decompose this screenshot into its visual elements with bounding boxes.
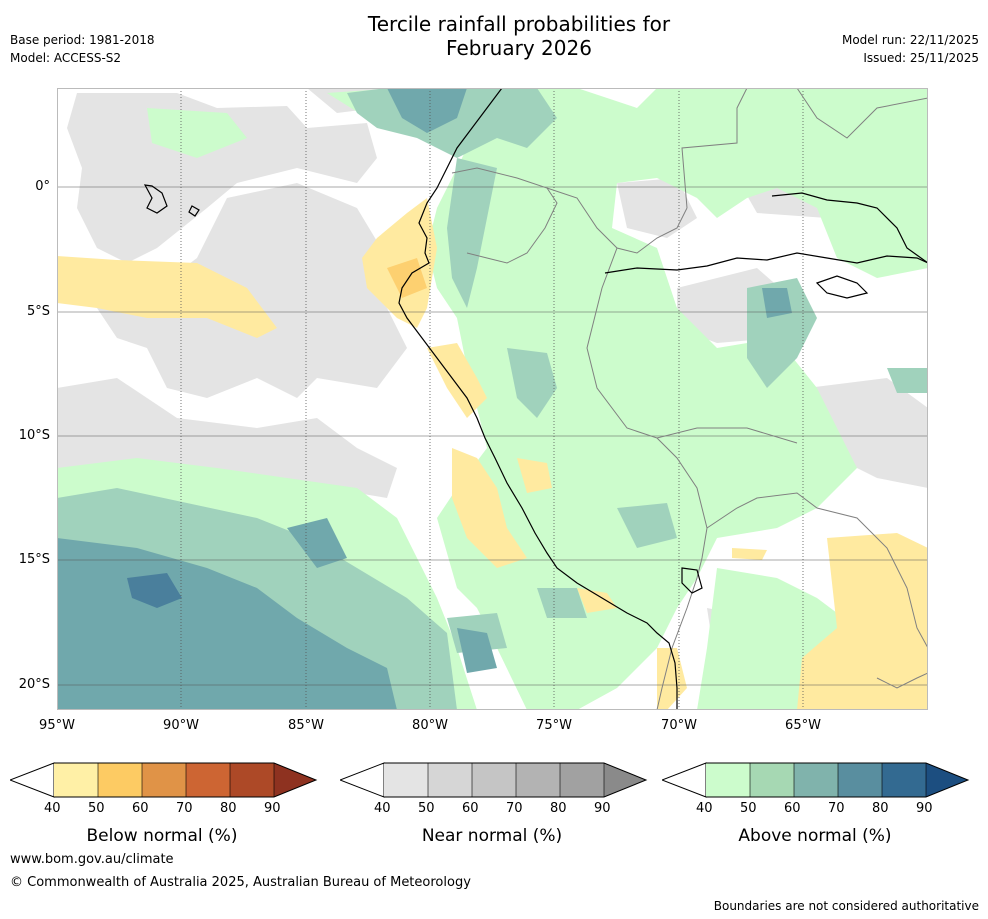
below-tick-50: 50 xyxy=(88,801,105,816)
near-swatch-60 xyxy=(428,763,472,797)
near-tick-80: 80 xyxy=(550,801,567,816)
below-tick-90: 90 xyxy=(264,801,281,816)
below-tick-60: 60 xyxy=(132,801,149,816)
above-tick-50: 50 xyxy=(740,801,757,816)
below-swatch-90 xyxy=(230,763,274,797)
lon-tick-85w: 85°W xyxy=(288,718,324,733)
near-normal-title: Near normal (%) xyxy=(421,826,563,846)
near-normal-colorbar xyxy=(340,762,648,798)
above-tick-60: 60 xyxy=(784,801,801,816)
above-tick-80: 80 xyxy=(872,801,889,816)
above-swatch-60 xyxy=(750,763,794,797)
above-normal-80-areas xyxy=(127,573,182,608)
lat-tick-20s: 20°S xyxy=(18,677,50,692)
map-title: Tercile rainfall probabilities for Febru… xyxy=(294,12,744,60)
model-name: Model: ACCESS-S2 xyxy=(10,51,122,65)
copyright: © Commonwealth of Australia 2025, Austra… xyxy=(10,875,471,890)
title-line-1: Tercile rainfall probabilities for xyxy=(367,12,671,36)
disclaimer: Boundaries are not considered authoritat… xyxy=(713,899,979,913)
above-tick-90: 90 xyxy=(916,801,933,816)
below-swatch-60 xyxy=(98,763,142,797)
near-swatch-70 xyxy=(472,763,516,797)
below-tick-40: 40 xyxy=(44,801,61,816)
near-tick-90: 90 xyxy=(594,801,611,816)
base-period: Base period: 1981-2018 xyxy=(10,33,155,47)
below-tick-70: 70 xyxy=(176,801,193,816)
below-normal-colorbar xyxy=(10,762,318,798)
coastlines xyxy=(143,88,928,710)
above-underflow-triangle xyxy=(662,762,707,798)
lon-tick-75w: 75°W xyxy=(536,718,572,733)
above-swatch-80 xyxy=(838,763,882,797)
above-swatch-90 xyxy=(882,763,926,797)
near-swatch-50 xyxy=(384,763,428,797)
near-tick-70: 70 xyxy=(506,801,523,816)
near-tick-50: 50 xyxy=(418,801,435,816)
meta-right: Model run: 22/11/2025 Issued: 25/11/2025 xyxy=(842,31,979,67)
lon-tick-70w: 70°W xyxy=(661,718,697,733)
lon-tick-90w: 90°W xyxy=(163,718,199,733)
map-frame xyxy=(57,88,928,710)
lat-tick-0: 0° xyxy=(35,179,50,194)
lon-tick-80w: 80°W xyxy=(412,718,448,733)
near-swatch-80 xyxy=(516,763,560,797)
near-tick-60: 60 xyxy=(462,801,479,816)
above-tick-70: 70 xyxy=(828,801,845,816)
title-line-2: February 2026 xyxy=(446,36,592,60)
lat-tick-15s: 15°S xyxy=(18,552,50,567)
probability-map xyxy=(57,88,928,710)
above-normal-title: Above normal (%) xyxy=(738,826,892,846)
meta-left: Base period: 1981-2018 Model: ACCESS-S2 xyxy=(10,31,155,67)
near-swatch-90 xyxy=(560,763,604,797)
above-overflow-triangle xyxy=(926,763,968,797)
issued-date: Issued: 25/11/2025 xyxy=(863,51,979,65)
below-swatch-80 xyxy=(186,763,230,797)
lat-tick-5s: 5°S xyxy=(26,304,50,319)
below-normal-areas xyxy=(57,198,928,710)
near-overflow-triangle xyxy=(604,763,646,797)
model-run: Model run: 22/11/2025 xyxy=(841,33,979,47)
below-swatch-50 xyxy=(54,763,98,797)
below-underflow-triangle xyxy=(10,762,55,798)
above-swatch-50 xyxy=(706,763,750,797)
lat-tick-10s: 10°S xyxy=(18,428,50,443)
country-borders xyxy=(451,88,928,710)
lon-tick-95w: 95°W xyxy=(39,718,75,733)
above-tick-40: 40 xyxy=(696,801,713,816)
below-swatch-70 xyxy=(142,763,186,797)
above-swatch-70 xyxy=(794,763,838,797)
lon-tick-65w: 65°W xyxy=(785,718,821,733)
below-overflow-triangle xyxy=(274,763,316,797)
below-normal-title: Below normal (%) xyxy=(86,826,238,846)
below-tick-80: 80 xyxy=(220,801,237,816)
near-underflow-triangle xyxy=(340,762,385,798)
website-link[interactable]: www.bom.gov.au/climate xyxy=(10,852,174,867)
graticule xyxy=(57,88,928,710)
above-normal-colorbar xyxy=(662,762,970,798)
near-tick-40: 40 xyxy=(374,801,391,816)
